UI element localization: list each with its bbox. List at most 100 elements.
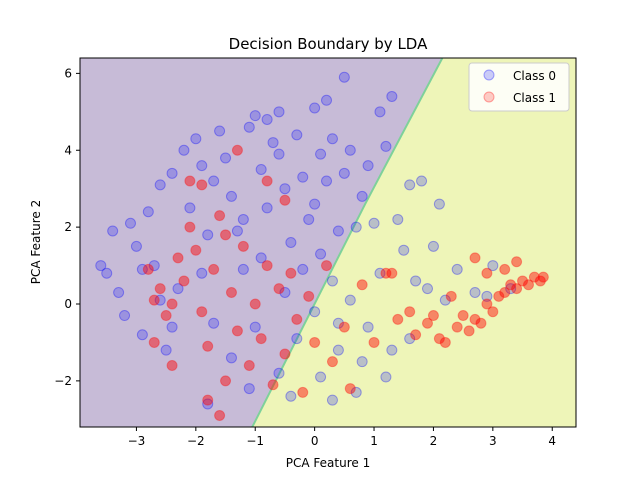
- data-point: [362, 321, 374, 333]
- data-point: [404, 179, 416, 191]
- data-point: [528, 271, 540, 283]
- data-point: [499, 263, 511, 275]
- data-point: [321, 260, 333, 272]
- data-point: [255, 163, 267, 175]
- data-point: [214, 409, 226, 421]
- data-point: [184, 202, 196, 214]
- data-point: [469, 286, 481, 298]
- data-point: [285, 390, 297, 402]
- x-tick-label: 0: [311, 434, 319, 448]
- data-point: [243, 360, 255, 371]
- data-point: [505, 279, 517, 291]
- data-point: [344, 383, 356, 395]
- data-point: [499, 286, 511, 298]
- data-point: [433, 333, 445, 345]
- data-point: [332, 344, 344, 356]
- data-point: [113, 286, 125, 298]
- data-point: [95, 260, 107, 272]
- data-point: [410, 329, 422, 341]
- data-point: [166, 298, 178, 310]
- data-point: [344, 294, 356, 306]
- data-point: [326, 356, 338, 368]
- data-point: [404, 306, 416, 318]
- data-point: [356, 356, 368, 368]
- data-point: [279, 286, 291, 298]
- data-point: [196, 267, 208, 279]
- data-point: [386, 267, 398, 279]
- data-point: [136, 263, 148, 275]
- data-point: [427, 310, 439, 322]
- data-point: [142, 206, 154, 218]
- data-point: [107, 225, 119, 237]
- data-point: [309, 306, 321, 318]
- data-point: [225, 352, 237, 364]
- data-point: [249, 110, 261, 122]
- data-point: [279, 194, 291, 206]
- data-point: [392, 313, 404, 325]
- decision-boundary-line: [251, 58, 444, 427]
- data-point: [386, 344, 398, 356]
- data-point: [315, 371, 327, 383]
- data-point: [338, 167, 350, 179]
- data-point: [261, 260, 273, 272]
- data-point: [261, 202, 273, 214]
- data-point: [184, 175, 196, 187]
- data-point: [487, 306, 499, 318]
- data-point: [356, 190, 368, 202]
- data-point: [469, 313, 481, 325]
- data-point: [225, 286, 237, 298]
- data-point: [124, 217, 136, 229]
- legend-marker-class-1: [483, 91, 495, 103]
- data-point: [285, 237, 297, 248]
- data-point: [368, 217, 380, 229]
- data-point: [297, 263, 309, 275]
- plot-frame: [79, 57, 577, 428]
- y-tick-label: 6: [64, 66, 72, 80]
- data-point: [439, 336, 451, 348]
- data-point: [487, 260, 499, 272]
- data-point: [291, 129, 303, 141]
- data-point: [255, 333, 267, 345]
- data-point: [261, 114, 273, 125]
- data-point: [101, 267, 113, 279]
- data-point: [368, 336, 380, 348]
- data-point: [326, 133, 338, 145]
- data-point: [338, 321, 350, 333]
- data-point: [148, 336, 160, 348]
- data-point: [119, 310, 131, 322]
- data-point: [249, 321, 261, 333]
- x-tick-label: −1: [246, 434, 264, 448]
- data-point: [273, 148, 285, 160]
- data-point: [237, 213, 249, 225]
- data-point: [344, 144, 356, 156]
- data-point: [267, 379, 279, 391]
- data-point: [273, 106, 285, 118]
- data-point: [178, 144, 190, 156]
- data-point: [511, 256, 523, 268]
- data-point: [196, 160, 208, 172]
- y-axis-ticks: −2 0 2 4 6: [54, 66, 80, 388]
- data-point: [214, 125, 226, 137]
- data-point: [279, 348, 291, 360]
- x-tick-label: −2: [187, 434, 205, 448]
- data-point: [237, 240, 249, 252]
- legend-box: [468, 62, 570, 112]
- data-point: [315, 148, 327, 160]
- data-point: [273, 367, 285, 379]
- data-point: [214, 210, 226, 222]
- data-point: [416, 175, 428, 187]
- data-point: [166, 167, 178, 179]
- data-point: [392, 213, 404, 225]
- data-point: [208, 317, 220, 329]
- series-class-0: [95, 71, 517, 410]
- y-tick-label: 4: [64, 143, 72, 157]
- data-point: [356, 279, 368, 291]
- data-point: [243, 383, 255, 395]
- data-point: [231, 225, 243, 237]
- data-point: [154, 283, 166, 295]
- data-point: [208, 175, 220, 187]
- data-point: [309, 102, 321, 114]
- data-point: [534, 275, 546, 287]
- data-point: [451, 321, 463, 333]
